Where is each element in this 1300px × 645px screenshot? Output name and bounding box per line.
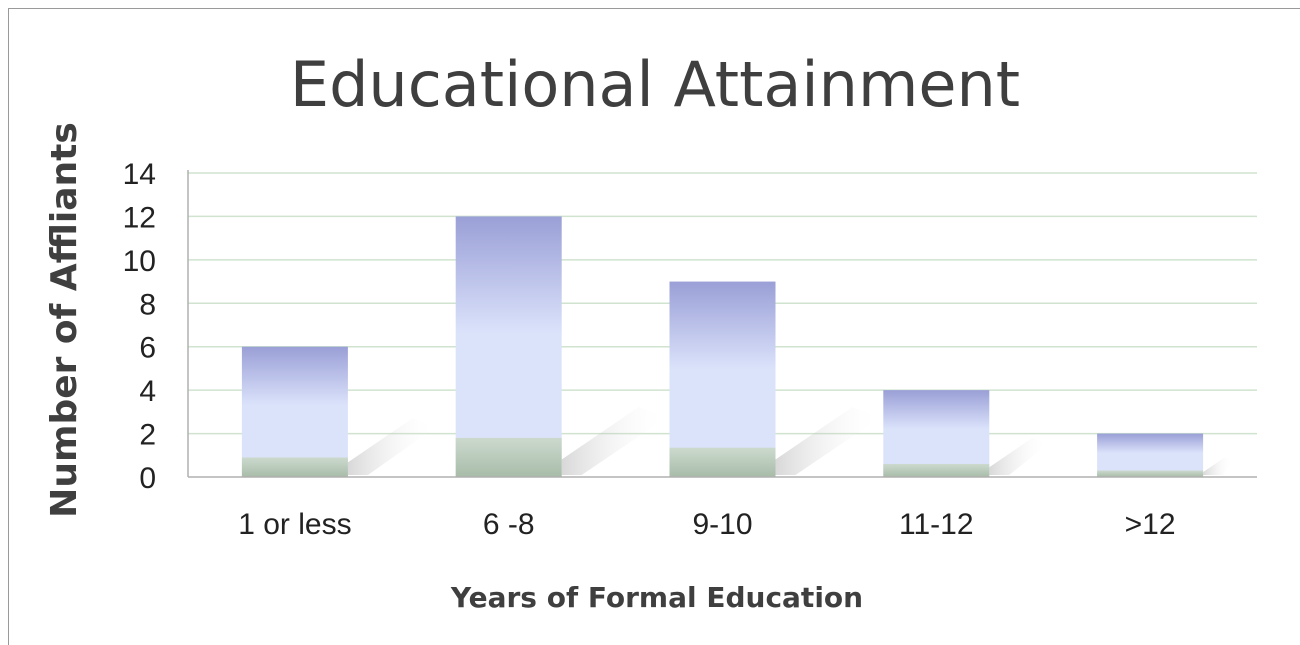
x-tick-label: 9-10 xyxy=(692,508,752,541)
x-tick-label: >12 xyxy=(1125,508,1176,541)
bar xyxy=(1097,433,1204,477)
chart-title: Educational Attainment xyxy=(290,48,1020,121)
y-tick-label: 8 xyxy=(139,288,156,321)
bar-shadow xyxy=(561,407,667,475)
bar-shadow xyxy=(1203,457,1233,475)
bar xyxy=(669,281,776,477)
y-tick-label: 4 xyxy=(139,375,156,408)
bar xyxy=(455,216,562,477)
bar-base xyxy=(883,463,990,477)
y-tick-label: 2 xyxy=(139,419,156,452)
x-tick-label: 6 -8 xyxy=(483,508,535,541)
chart-frame xyxy=(8,8,1300,645)
x-tick-label: 11-12 xyxy=(899,508,974,541)
bar-shadow xyxy=(775,407,881,475)
y-tick-label: 6 xyxy=(139,332,156,365)
x-axis-label: Years of Formal Education xyxy=(450,581,863,614)
x-ticks: 1 or less 6 -8 9-10 11-12 >12 xyxy=(238,508,1175,541)
axes xyxy=(187,170,1257,478)
y-tick-label: 14 xyxy=(123,158,156,191)
bar xyxy=(241,346,348,477)
y-tick-label: 10 xyxy=(123,245,156,278)
y-ticks: 0 2 4 6 8 10 12 14 xyxy=(123,158,156,495)
y-axis-label: Number of Affliants xyxy=(44,122,85,518)
y-tick-label: 12 xyxy=(123,201,156,234)
bar-shadow xyxy=(989,437,1048,475)
bar-base xyxy=(669,447,776,477)
bar-base xyxy=(241,457,348,477)
bars xyxy=(241,216,1204,477)
y-tick-label: 0 xyxy=(139,462,156,495)
bar-base xyxy=(455,437,562,477)
bar xyxy=(883,390,990,477)
x-tick-label: 1 or less xyxy=(238,508,351,541)
bar-shadows xyxy=(347,407,1233,475)
bar-shadow xyxy=(347,418,436,475)
bar-base xyxy=(1097,470,1204,477)
